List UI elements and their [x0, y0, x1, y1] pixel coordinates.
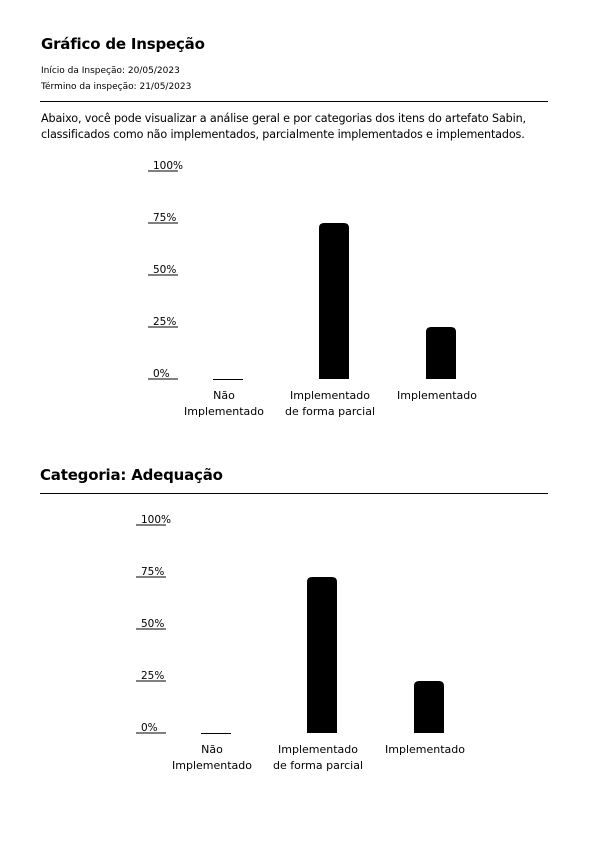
y-tick-label: 0% — [153, 368, 170, 380]
category-label: Implementado — [290, 389, 370, 402]
category-bar-chart: 100% 75% 50% 25% 0% Não Implementado Implementa… — [136, 514, 465, 772]
y-tick-label: 100% — [141, 514, 171, 526]
category-label: Implementado — [172, 759, 252, 772]
inspection-start-date: Início da Inspeção: 20/05/2023 — [41, 66, 180, 76]
y-tick-label: 0% — [141, 722, 158, 734]
y-tick-label: 25% — [153, 316, 176, 328]
category-label: de forma parcial — [273, 759, 363, 772]
category-label: de forma parcial — [285, 405, 375, 418]
header-divider — [40, 101, 548, 102]
y-tick-label: 75% — [141, 566, 164, 578]
category-label: Implementado — [184, 405, 264, 418]
category-label: Implementado — [278, 743, 358, 756]
section-divider — [40, 493, 548, 494]
y-tick-label: 75% — [153, 212, 176, 224]
category-label: Implementado — [385, 743, 465, 756]
category-section-title: Categoria: Adequação — [40, 466, 223, 484]
bar — [414, 681, 444, 733]
overall-bar-chart: 100% 75% 50% 25% 0% Não Implementado Implementa… — [148, 160, 477, 418]
bar — [319, 223, 349, 379]
page-title: Gráfico de Inspeção — [41, 35, 205, 53]
bar — [307, 577, 337, 733]
category-label: Não — [201, 743, 223, 756]
y-tick-label: 25% — [141, 670, 164, 682]
category-label: Implementado — [397, 389, 477, 402]
y-tick-label: 100% — [153, 160, 183, 172]
category-label: Não — [213, 389, 235, 402]
bar — [426, 327, 456, 379]
description-text: Abaixo, você pode visualizar a análise g… — [41, 112, 526, 141]
inspection-end-date: Término da inspeção: 21/05/2023 — [41, 82, 192, 92]
y-tick-label: 50% — [153, 264, 176, 276]
y-tick-label: 50% — [141, 618, 164, 630]
